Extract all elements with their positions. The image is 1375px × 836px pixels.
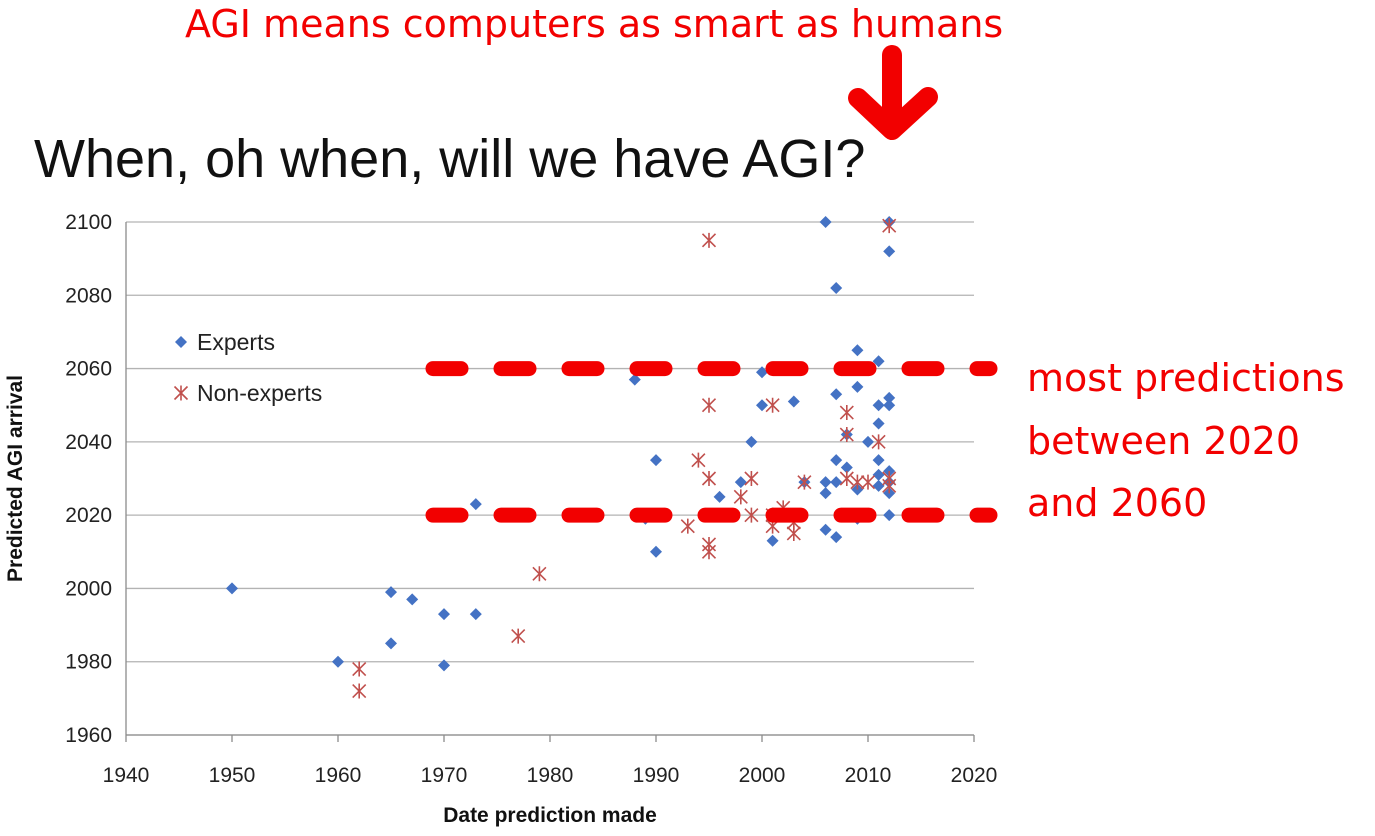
expert-point-39 (872, 399, 885, 412)
expert-point-46 (883, 391, 896, 404)
expert-point-22 (819, 476, 832, 489)
expert-point-24 (819, 523, 832, 536)
expert-point-21 (819, 216, 832, 228)
expert-point-43 (872, 479, 885, 492)
legend-marker-non-experts (173, 385, 189, 401)
y-tick-label-1960: 1960 (65, 724, 112, 747)
expert-point-4 (406, 593, 419, 606)
expert-point-26 (830, 388, 843, 401)
x-tick-label-2000: 2000 (739, 764, 786, 787)
expert-point-8 (469, 608, 482, 621)
non-expert-point-10 (701, 544, 717, 560)
x-tick-label-1940: 1940 (103, 764, 150, 787)
non-expert-point-7 (701, 397, 717, 413)
legend-marker-experts (175, 336, 187, 348)
non-expert-point-5 (691, 452, 706, 468)
non-expert-point-20 (797, 474, 812, 490)
legend-label-experts: Experts (197, 329, 275, 355)
non-expert-point-19 (786, 525, 801, 541)
y-tick-label-2040: 2040 (65, 431, 112, 454)
arrow-head-icon (848, 87, 938, 140)
non-expert-point-26 (871, 434, 886, 450)
non-expert-point-27 (882, 218, 897, 234)
expert-point-33 (851, 344, 864, 357)
expert-point-1 (332, 655, 344, 668)
expert-point-27 (830, 454, 843, 467)
expert-point-14 (734, 476, 747, 489)
x-tick-label-1960: 1960 (315, 764, 362, 787)
expert-point-13 (713, 490, 726, 503)
expert-point-23 (819, 487, 832, 500)
expert-point-11 (650, 454, 662, 467)
non-expert-point-14 (765, 397, 780, 413)
expert-point-34 (851, 380, 864, 393)
expert-point-38 (872, 355, 885, 368)
expert-point-3 (385, 637, 397, 650)
expert-point-25 (830, 281, 843, 294)
y-tick-label-2080: 2080 (65, 284, 112, 307)
expert-point-17 (756, 399, 768, 412)
x-tick-label-1990: 1990 (633, 764, 680, 787)
x-tick-label-1980: 1980 (527, 764, 574, 787)
y-axis-title: Predicted AGI arrival (4, 375, 27, 582)
non-expert-point-3 (532, 566, 547, 582)
x-tick-label-2020: 2020 (951, 764, 998, 787)
expert-point-2 (385, 586, 397, 599)
expert-point-42 (872, 468, 885, 481)
expert-point-5 (438, 608, 450, 621)
expert-point-40 (872, 417, 885, 430)
non-expert-point-1 (352, 683, 367, 699)
expert-point-7 (469, 498, 482, 511)
side-note-line-2: between 2020 (1027, 419, 1301, 463)
expert-point-6 (438, 659, 450, 672)
top-annotation: AGI means computers as smart as humans (185, 2, 1004, 46)
side-note-line-3: and 2060 (1027, 481, 1208, 525)
x-axis-title: Date prediction made (443, 804, 657, 827)
non-expert-point-4 (680, 518, 695, 534)
non-expert-point-22 (839, 427, 854, 443)
y-tick-label-2100: 2100 (65, 211, 112, 234)
non-expert-point-6 (701, 232, 717, 248)
expert-point-37 (862, 435, 874, 448)
non-expert-point-12 (744, 471, 759, 486)
non-expert-point-13 (744, 507, 759, 523)
y-tick-label-2020: 2020 (65, 504, 112, 527)
non-expert-point-2 (511, 628, 526, 644)
expert-point-41 (872, 454, 885, 467)
x-tick-label-1970: 1970 (421, 764, 468, 787)
non-expert-point-21 (839, 405, 854, 421)
legend-label-non-experts: Non-experts (197, 380, 323, 406)
x-tick-label-1950: 1950 (209, 764, 256, 787)
non-expert-point-8 (701, 471, 717, 486)
non-expert-point-24 (850, 474, 865, 490)
expert-point-12 (650, 545, 662, 558)
non-expert-point-11 (733, 489, 748, 505)
y-tick-label-2000: 2000 (65, 577, 112, 600)
expert-point-9 (628, 373, 641, 386)
non-expert-point-29 (882, 478, 897, 494)
expert-point-18 (766, 534, 779, 547)
chart-title: When, oh when, will we have AGI? (34, 129, 866, 189)
expert-point-15 (745, 435, 758, 448)
x-tick-label-2010: 2010 (845, 764, 892, 787)
expert-point-47 (883, 399, 896, 412)
side-note-line-1: most predictions (1027, 356, 1345, 400)
expert-point-19 (787, 395, 800, 408)
y-tick-label-2060: 2060 (65, 358, 112, 381)
expert-point-0 (226, 582, 238, 595)
expert-point-45 (883, 245, 896, 258)
expert-point-28 (830, 476, 843, 489)
non-expert-point-23 (839, 471, 854, 486)
expert-point-16 (756, 366, 768, 379)
non-expert-point-0 (352, 661, 367, 677)
expert-point-29 (830, 531, 843, 544)
expert-point-51 (883, 509, 896, 522)
expert-point-31 (840, 461, 853, 474)
non-expert-point-25 (860, 474, 876, 490)
y-tick-label-1980: 1980 (65, 651, 112, 674)
